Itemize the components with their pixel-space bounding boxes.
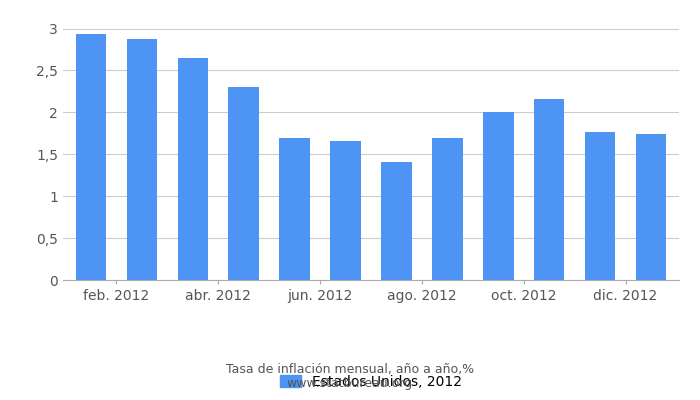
Bar [534, 99, 564, 280]
Bar [76, 34, 106, 280]
Bar [279, 138, 310, 280]
Bar [228, 87, 259, 280]
Bar [178, 58, 208, 280]
Bar [483, 112, 514, 280]
Bar [584, 132, 615, 280]
Bar [636, 134, 666, 280]
Text: www.statbureau.org: www.statbureau.org [287, 377, 413, 390]
Legend: Estados Unidos, 2012: Estados Unidos, 2012 [274, 369, 468, 394]
Bar [330, 141, 360, 280]
Bar [127, 40, 158, 280]
Text: Tasa de inflación mensual, año a año,%: Tasa de inflación mensual, año a año,% [226, 364, 474, 376]
Bar [382, 162, 412, 280]
Bar [432, 138, 463, 280]
